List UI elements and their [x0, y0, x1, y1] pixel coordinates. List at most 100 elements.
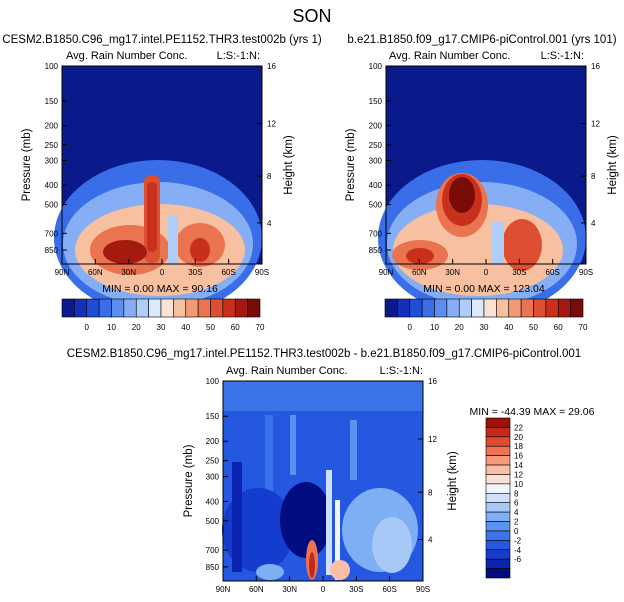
colorbar-swatch: [485, 568, 511, 579]
stat-label: L:S:-1:N:: [217, 50, 260, 62]
y-tick-label: 100: [45, 62, 59, 71]
y2-tick-label: 16: [428, 377, 437, 386]
x-tick-label: 30N: [445, 268, 460, 277]
field-label: Avg. Rain Number Conc.: [389, 50, 510, 62]
x-tick-label: 90N: [216, 585, 231, 594]
y-tick-label: 200: [45, 122, 59, 131]
colorbar-label: 0: [85, 323, 90, 332]
case-title: b.e21.B1850.f09_g17.CMIP6-piControl.001 …: [347, 34, 616, 46]
x-tick-label: 60N: [88, 268, 103, 277]
x-tick-label: 0: [321, 585, 326, 594]
y-tick-label: 150: [206, 412, 220, 421]
y-tick-label: 250: [45, 141, 59, 150]
colorbar-swatch: [485, 464, 511, 475]
y-tick-label: 300: [45, 156, 59, 165]
colorbar-label: 16: [514, 452, 523, 461]
y-tick-label: 150: [369, 97, 383, 106]
colorbar-swatch: [485, 540, 511, 551]
x-axis: 90N 60N 30N 0 30S 60S 90S: [55, 259, 269, 277]
colorbar-swatch: [496, 298, 510, 318]
y-axis: 100 150 200 250 300 400 500 700 850: [45, 62, 67, 255]
y-tick-label: 700: [206, 546, 220, 555]
y-tick-label: 400: [45, 181, 59, 190]
y2-tick-label: 12: [428, 435, 437, 444]
heatmap: [54, 65, 263, 316]
colorbar-label: 12: [514, 470, 523, 479]
colorbar: 0 10 20 30 40 50 60 70: [384, 298, 588, 332]
colorbar-label: 40: [181, 323, 190, 332]
x-tick-label: 60S: [546, 268, 560, 277]
y-tick-label: 700: [45, 229, 59, 238]
x-tick-label: 60S: [383, 585, 397, 594]
stat-label: L:S:-1:N:: [541, 50, 584, 62]
colorbar-swatch: [61, 298, 75, 318]
colorbar-swatch: [210, 298, 224, 318]
colorbar-swatch: [533, 298, 547, 318]
x-axis: 90N 60N 30N 0 30S 60S 90S: [379, 259, 593, 277]
y-tick-label: 850: [45, 246, 59, 255]
colorbar-swatch: [545, 298, 559, 318]
y-axis: 100 150 200 250 300 400 500 700 850: [369, 62, 391, 255]
colorbar-swatch: [135, 298, 149, 318]
colorbar-swatch: [485, 502, 511, 513]
x-tick-label: 60N: [249, 585, 264, 594]
x-tick-label: 90S: [255, 268, 269, 277]
colorbar-swatch: [185, 298, 199, 318]
y2-tick-label: 12: [267, 119, 276, 128]
x-tick-label: 0: [484, 268, 489, 277]
y2-tick-label: 8: [267, 172, 272, 181]
y-tick-label: 400: [206, 497, 220, 506]
colorbar-label: 0: [514, 527, 519, 536]
y-tick-label: 850: [369, 246, 383, 255]
colorbar-swatch: [397, 298, 411, 318]
y2-axis: 16 12 8 4: [581, 62, 600, 228]
panel-control: CESM2.B1850.C96_mg17.intel.PE1152.THR3.t…: [2, 34, 322, 332]
colorbar-label: 20: [455, 323, 464, 332]
colorbar-swatch: [446, 298, 460, 318]
colorbar-label: 22: [514, 423, 523, 432]
heatmap: [378, 65, 587, 316]
colorbar-swatch: [197, 298, 211, 318]
minmax-text: MIN = 0.00 MAX = 123.04: [423, 283, 545, 295]
y2-tick-label: 8: [591, 172, 596, 181]
colorbar-swatch: [434, 298, 448, 318]
x-tick-label: 90S: [416, 585, 430, 594]
colorbar-swatch: [148, 298, 162, 318]
x-tick-label: 30S: [349, 585, 363, 594]
x-tick-label: 60S: [222, 268, 236, 277]
colorbar-label: 50: [206, 323, 215, 332]
panel-reference: b.e21.B1850.f09_g17.CMIP6-piControl.001 …: [345, 34, 619, 332]
colorbar: 0 10 20 30 40 50 60 70: [61, 298, 265, 332]
y-tick-label: 400: [369, 181, 383, 190]
x-tick-label: 60N: [412, 268, 427, 277]
colorbar-label: 70: [256, 323, 265, 332]
y-tick-label: 300: [369, 156, 383, 165]
y2-axis: 16 12 8 4: [257, 62, 276, 228]
colorbar-swatch: [485, 445, 511, 456]
colorbar-label: -4: [514, 546, 522, 555]
y-tick-label: 250: [369, 141, 383, 150]
colorbar-swatch: [247, 298, 261, 318]
colorbar-label: 20: [514, 433, 523, 442]
colorbar-swatch: [557, 298, 571, 318]
colorbar-swatch: [485, 483, 511, 494]
colorbar-swatch: [458, 298, 472, 318]
colorbar-label: 6: [514, 499, 519, 508]
colorbar-label: 60: [554, 323, 563, 332]
x-tick-label: 30N: [282, 585, 297, 594]
colorbar-swatch: [123, 298, 137, 318]
y2-tick-label: 16: [591, 62, 600, 71]
y2-axis-label: Height (km): [283, 135, 295, 195]
y-tick-label: 100: [369, 62, 383, 71]
y2-tick-label: 16: [267, 62, 276, 71]
colorbar-swatch: [485, 558, 511, 569]
y-tick-label: 300: [206, 472, 220, 481]
colorbar-swatch: [222, 298, 236, 318]
colorbar-swatch: [74, 298, 88, 318]
colorbar-swatch: [485, 549, 511, 560]
stat-label: L:S:-1:N:: [380, 365, 423, 377]
y2-tick-label: 12: [591, 119, 600, 128]
colorbar-label: 10: [430, 323, 439, 332]
x-tick-label: 90N: [55, 268, 70, 277]
